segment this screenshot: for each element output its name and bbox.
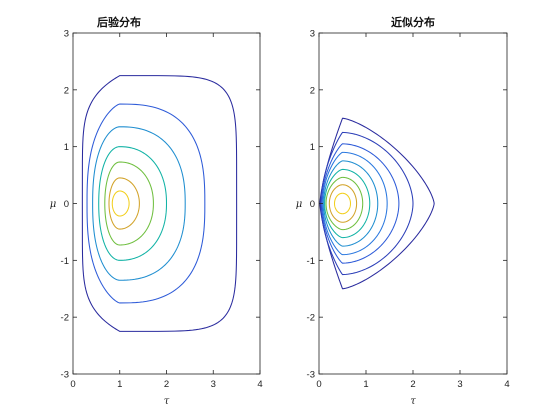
contour-level-7 [325,176,364,231]
contour-level-4 [98,146,168,261]
x-tick-label: 2 [410,379,415,390]
y-axis-label: μ [296,199,303,210]
subplot-posterior: 后验分布 0 1 2 3 4 -3 -2 -1 0 1 2 3 τ μ [50,15,263,407]
contour-level-1 [81,75,238,332]
subplot-title: 近似分布 [391,15,435,29]
contour-level-5 [104,161,154,246]
x-tick-label: 0 [70,379,75,390]
y-tick-label: -3 [307,370,315,381]
x-tick-label: 1 [117,379,122,390]
x-axis-label: τ [410,396,416,407]
y-tick-label: -3 [61,370,69,381]
x-tick-label: 4 [257,379,262,390]
contour-layer [81,75,238,332]
tick-layer: 0 1 2 3 4 -3 -2 -1 0 1 2 3 [307,29,510,391]
x-tick-label: 0 [316,379,321,390]
x-tick-label: 3 [457,379,462,390]
y-tick-label: -1 [307,256,315,267]
y-tick-label: 0 [310,199,315,210]
y-tick-label: 3 [310,29,315,40]
y-tick-label: 2 [64,85,69,96]
y-tick-label: -2 [61,313,69,324]
contour-level-9 [333,192,352,215]
y-tick-label: 3 [64,29,69,40]
y-tick-label: -1 [61,256,69,267]
subplot-title: 后验分布 [97,15,141,29]
subplot-approximation: 近似分布 0 1 2 3 4 -3 -2 -1 0 1 2 3 τ μ [296,15,510,407]
x-tick-label: 1 [363,379,368,390]
contour-level-2 [86,103,206,304]
y-tick-label: -2 [307,313,315,324]
contour-level-6 [108,177,140,230]
contour-level-5 [323,160,379,247]
x-tick-label: 3 [211,379,216,390]
contour-level-8 [328,184,358,223]
y-tick-label: 1 [64,142,69,153]
x-tick-label: 2 [164,379,169,390]
x-tick-label: 4 [504,379,509,390]
contour-level-7 [111,190,130,217]
y-tick-label: 1 [310,142,315,153]
y-axis-label: μ [50,199,57,210]
contour-level-3 [92,126,186,281]
x-axis-label: τ [164,396,170,407]
y-tick-label: 2 [310,85,315,96]
tick-layer: 0 1 2 3 4 -3 -2 -1 0 1 2 3 [61,29,263,391]
y-tick-label: 0 [64,199,69,210]
contour-level-6 [324,168,371,239]
